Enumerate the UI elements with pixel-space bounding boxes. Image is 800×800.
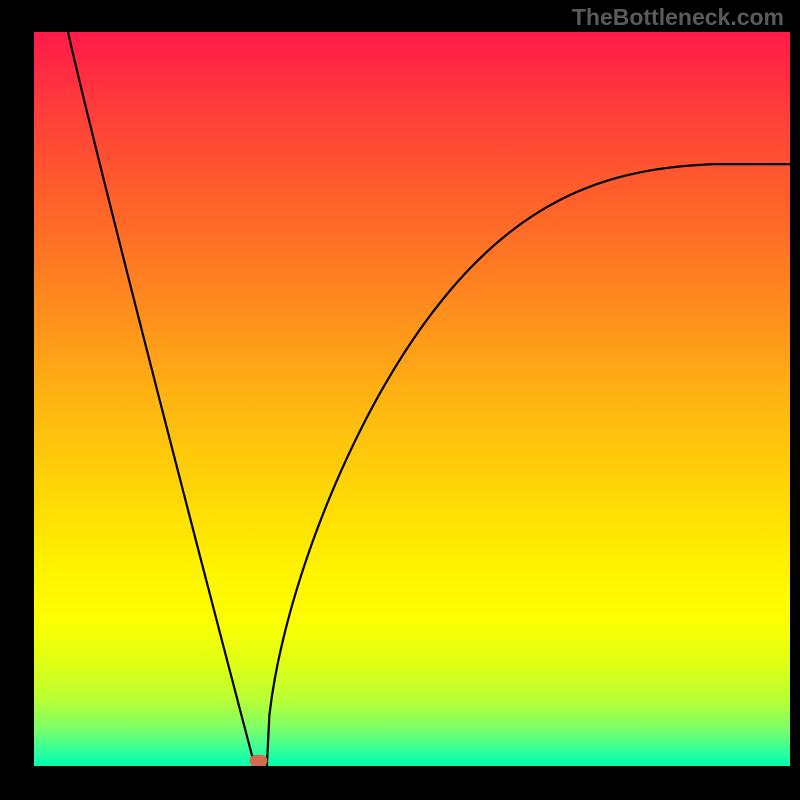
watermark-text: TheBottleneck.com <box>572 4 784 31</box>
plot-area <box>34 32 790 766</box>
minimum-marker <box>250 755 268 766</box>
chart-frame: TheBottleneck.com <box>0 0 800 800</box>
gradient-background <box>34 32 790 766</box>
bottleneck-chart <box>34 32 790 766</box>
